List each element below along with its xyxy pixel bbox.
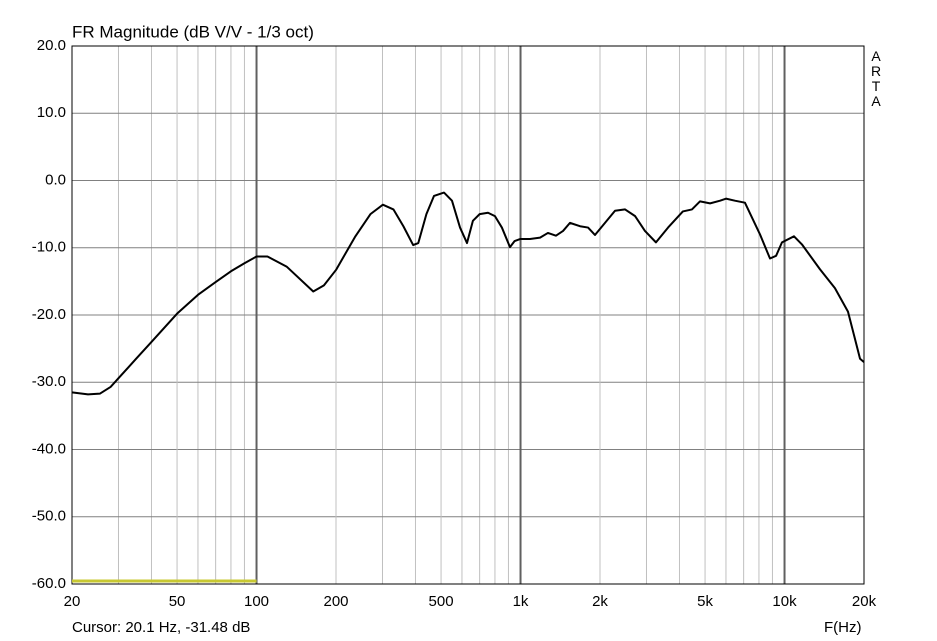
chart-title: FR Magnitude (dB V/V - 1/3 oct) [72, 22, 314, 41]
x-tick-label: 20k [852, 593, 877, 610]
plot-frame [71, 45, 865, 585]
x-tick-label: 1k [513, 593, 529, 610]
y-tick-label: 0.0 [45, 171, 66, 188]
cursor-text: Cursor: 20.1 Hz, -31.48 dB [72, 619, 250, 636]
x-tick-label: 200 [323, 593, 348, 610]
y-tick-label: -40.0 [32, 440, 66, 457]
x-tick-label: 5k [697, 593, 713, 610]
y-tick-label: -10.0 [32, 239, 66, 256]
y-tick-label: 20.0 [37, 37, 66, 54]
data-line [71, 191, 865, 396]
x-tick-label: 50 [169, 593, 186, 610]
y-tick-label: -60.0 [32, 575, 66, 592]
x-axis-label: F(Hz) [824, 619, 862, 636]
y-tick-label: -30.0 [32, 373, 66, 390]
y-tick-label: 10.0 [37, 104, 66, 121]
y-tick-label: -20.0 [32, 306, 66, 323]
x-tick-label: 500 [429, 593, 454, 610]
y-tick-label: -50.0 [32, 508, 66, 525]
side-label: ARTA [868, 48, 884, 108]
x-tick-label: 10k [772, 593, 797, 610]
x-tick-label: 2k [592, 593, 608, 610]
x-tick-label: 100 [244, 593, 269, 610]
x-tick-label: 20 [64, 593, 81, 610]
